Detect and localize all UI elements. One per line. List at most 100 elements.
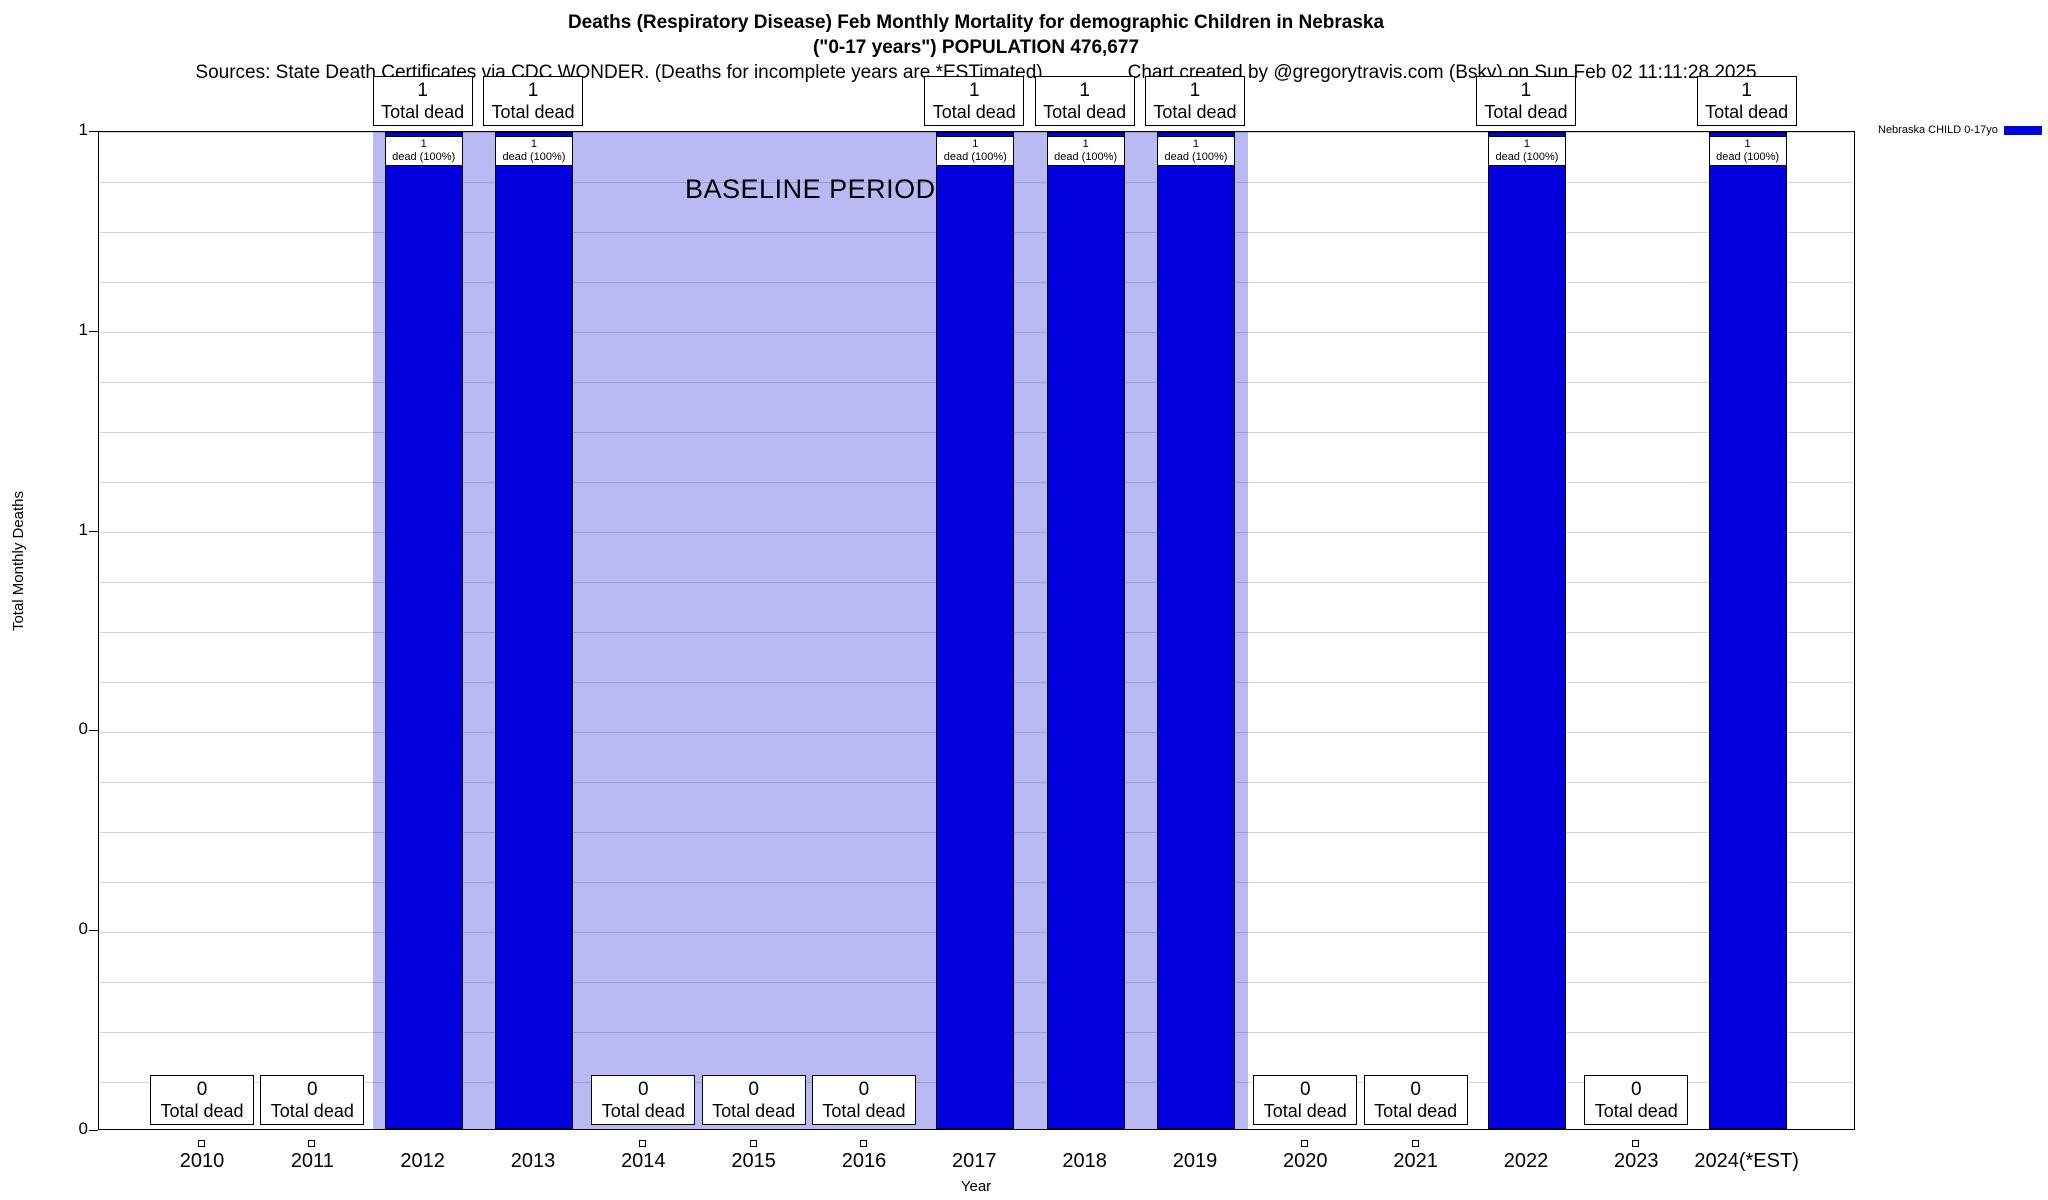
bar-count-box: 1 dead (100%): [1708, 136, 1787, 166]
bar-count-box: 1 dead (100%): [1487, 136, 1566, 166]
y-tick-mark: [89, 930, 98, 932]
bar: [494, 132, 573, 1129]
y-tick-mark: [89, 730, 98, 732]
total-dead-value: 0: [196, 1079, 208, 1100]
total-dead-box: 0 Total dead: [1584, 1075, 1689, 1125]
total-dead-label: Total dead: [1594, 1101, 1678, 1121]
x-axis-title: Year: [960, 1178, 992, 1195]
total-dead-value: 0: [1410, 1079, 1421, 1100]
bar-count-box: 1 dead (100%): [936, 136, 1015, 166]
legend-label: Nebraska CHILD 0-17yo: [1878, 124, 1998, 136]
y-tick-mark: [89, 1130, 98, 1131]
bar: [1708, 132, 1787, 1129]
total-dead-box: 1 Total dead: [924, 76, 1025, 126]
legend-color-swatch: [2003, 125, 2042, 135]
bar-count-value: 1: [530, 138, 538, 150]
bar-count-label: dead (100%): [1054, 151, 1118, 163]
bar-count-label: dead (100%): [943, 151, 1007, 163]
x-tick-label: 2019: [1172, 1150, 1218, 1172]
x-tick-label: 2016: [841, 1150, 887, 1172]
total-dead-value: 1: [527, 80, 539, 101]
zero-marker: [198, 1140, 205, 1147]
y-tick-label: 1: [78, 519, 88, 539]
zero-marker: [859, 1140, 867, 1147]
y-tick-mark: [89, 330, 98, 332]
x-tick-label: 2010: [179, 1150, 225, 1172]
total-dead-label: Total dead: [491, 102, 575, 122]
total-dead-value: 0: [638, 1079, 649, 1100]
x-tick-label: 2021: [1393, 1150, 1438, 1172]
total-dead-box: 0 Total dead: [150, 1075, 254, 1125]
bar-count-value: 1: [1192, 138, 1200, 150]
total-dead-label: Total dead: [1263, 1101, 1347, 1121]
bar-count-box: 1 dead (100%): [494, 136, 573, 166]
bar-count-label: dead (100%): [392, 151, 456, 163]
total-dead-value: 1: [969, 80, 980, 101]
x-tick-label: 2024(*EST): [1694, 1150, 1799, 1172]
total-dead-box: 0 Total dead: [701, 1075, 806, 1125]
total-dead-box: 1 Total dead: [372, 76, 473, 126]
x-tick-label: 2023: [1614, 1150, 1659, 1172]
total-dead-box: 0 Total dead: [1363, 1075, 1468, 1125]
total-dead-value: 0: [858, 1079, 870, 1100]
total-dead-label: Total dead: [601, 1101, 685, 1121]
total-dead-value: 0: [1300, 1079, 1311, 1100]
total-dead-label: Total dead: [160, 1101, 244, 1121]
bar: [936, 132, 1015, 1129]
y-tick-label: 0: [78, 1119, 88, 1138]
total-dead-value: 0: [1630, 1079, 1642, 1100]
total-dead-label: Total dead: [1043, 102, 1127, 122]
bar-count-label: dead (100%): [1495, 151, 1559, 163]
x-tick-label: 2017: [952, 1150, 997, 1172]
bar-count-label: dead (100%): [502, 151, 566, 163]
zero-marker: [639, 1140, 647, 1147]
chart-title-line2: ("0-17 years") POPULATION 476,677: [812, 37, 1140, 58]
total-dead-label: Total dead: [1484, 102, 1568, 122]
total-dead-box: 0 Total dead: [260, 1075, 365, 1125]
total-dead-box: 0 Total dead: [811, 1075, 916, 1125]
chart-title-line1: Deaths (Respiratory Disease) Feb Monthly…: [567, 12, 1385, 33]
x-tick-label: 2012: [400, 1150, 445, 1172]
bar-count-value: 1: [972, 138, 979, 150]
total-dead-label: Total dead: [1153, 102, 1237, 122]
bar-count-box: 1 dead (100%): [1046, 136, 1125, 166]
y-tick-label: 0: [78, 919, 88, 939]
total-dead-value: 1: [1741, 80, 1752, 101]
total-dead-value: 1: [1520, 80, 1532, 101]
total-dead-value: 0: [307, 1079, 318, 1100]
total-dead-value: 1: [1079, 80, 1090, 101]
total-dead-value: 1: [1189, 80, 1201, 101]
bar-count-value: 1: [1082, 138, 1089, 150]
bar: [1487, 132, 1566, 1129]
total-dead-label: Total dead: [712, 1101, 796, 1121]
x-tick-label: 2018: [1062, 1150, 1107, 1172]
x-tick-label: 2020: [1283, 1150, 1328, 1172]
baseline-period-label: BASELINE PERIOD: [685, 174, 936, 204]
x-tick-label: 2014: [621, 1150, 666, 1172]
total-dead-box: 0 Total dead: [591, 1075, 696, 1125]
bar-count-value: 1: [420, 138, 427, 150]
zero-marker: [308, 1140, 316, 1147]
total-dead-box: 1 Total dead: [1144, 76, 1245, 126]
bar-count-box: 1 dead (100%): [1156, 136, 1235, 166]
x-tick-label: 2013: [510, 1150, 556, 1172]
total-dead-box: 1 Total dead: [1696, 76, 1797, 126]
bar: [1156, 132, 1235, 1129]
y-tick-label: 1: [78, 120, 88, 139]
bar: [1046, 132, 1125, 1129]
zero-marker: [749, 1140, 757, 1147]
total-dead-box: 1 Total dead: [482, 76, 583, 126]
bar-count-label: dead (100%): [1716, 151, 1780, 163]
zero-marker: [1632, 1140, 1640, 1147]
legend: Nebraska CHILD 0-17yo: [1878, 124, 2042, 136]
x-tick-label: 2022: [1503, 1150, 1549, 1172]
zero-marker: [1411, 1140, 1419, 1147]
total-dead-label: Total dead: [270, 1101, 354, 1121]
total-dead-value: 0: [748, 1079, 759, 1100]
x-tick-label: 2011: [290, 1150, 334, 1172]
chart-sources: Sources: State Death Certificates via CD…: [195, 62, 1043, 83]
y-axis-title: Total Monthly Deaths: [10, 490, 27, 632]
y-tick-mark: [89, 131, 98, 132]
total-dead-label: Total dead: [932, 102, 1016, 122]
